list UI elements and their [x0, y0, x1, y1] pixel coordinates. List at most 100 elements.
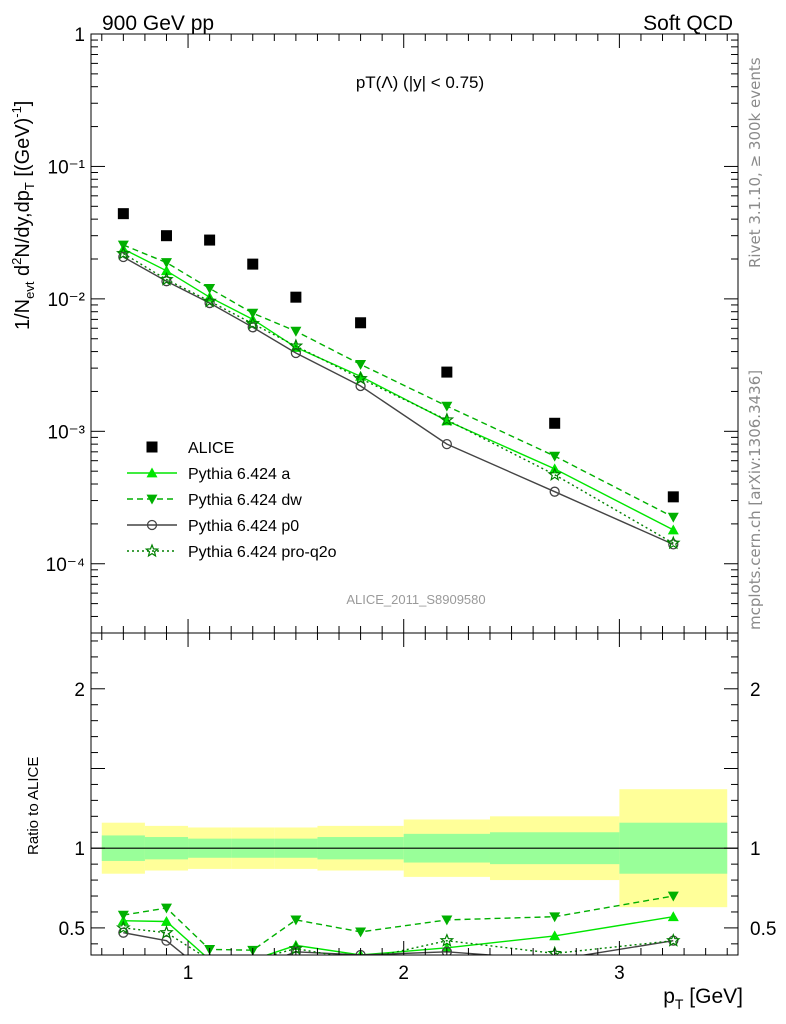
data-point: [290, 326, 302, 337]
series-pythia-6-424-a: [117, 243, 679, 535]
ratio-point: [547, 945, 562, 955]
ratio-point: [667, 911, 679, 922]
ratio-point: [117, 910, 129, 921]
series-line: [122, 248, 674, 531]
legend-marker: [146, 494, 158, 505]
legend-label: ALICE: [188, 440, 234, 457]
data-point: [355, 360, 367, 370]
ratio-point: [441, 946, 452, 955]
y-tick-label: 10⁻⁴: [46, 555, 85, 576]
ratio-point: [355, 927, 367, 938]
series-line: [122, 256, 674, 546]
data-point: [204, 297, 215, 309]
x-axis-label: pT [GeV]: [663, 985, 743, 1012]
series-alice: [117, 208, 679, 503]
main-data: [116, 208, 681, 550]
data-point: [116, 245, 131, 260]
ratio-point: [159, 925, 174, 939]
ratio-y-axis-label: Ratio to ALICE: [25, 757, 42, 855]
data-point: [247, 308, 259, 319]
legend-item: ALICE: [146, 440, 234, 457]
data-point: [160, 265, 172, 276]
ratio-point: [666, 933, 681, 947]
data-point: [204, 283, 216, 294]
data-point: [353, 370, 368, 385]
data-point: [668, 539, 679, 550]
data-point: [355, 370, 367, 381]
ratio-series-pythia-6-424-a: [117, 911, 679, 955]
series-line: [122, 252, 674, 544]
ratio-point: [667, 891, 679, 902]
legend-marker: [146, 441, 158, 453]
y-tick-label: 1: [74, 25, 85, 46]
series-pythia-6-424-dw: [117, 240, 679, 523]
legend-item: Pythia 6.424 pro-q2o: [127, 543, 337, 561]
legend-marker: [144, 543, 160, 558]
data-point: [441, 438, 453, 450]
x-tick-label: 2: [398, 963, 409, 984]
ratio-y-tick-label: 0.5: [59, 919, 85, 940]
ratio-point: [290, 915, 302, 926]
main-panel: 10⁻⁴ 10⁻³ 10⁻² 10⁻¹ 1 ALICE Pythia 6.424 a Pyth…: [46, 25, 739, 634]
data-point: [204, 234, 216, 246]
ratio-point: [549, 930, 561, 941]
side-label-rivet: Rivet 3.1.10, ≥ 300k events: [746, 57, 764, 268]
legend-label: Pythia 6.424 dw: [188, 492, 302, 509]
ratio-series-pythia-6-424-pro-q2o: [116, 920, 681, 955]
data-point: [439, 412, 455, 427]
ratio-point: [549, 912, 561, 923]
header-right: Soft QCD: [643, 12, 733, 35]
watermark: ALICE_2011_S8909580: [346, 592, 485, 607]
ratio-point: [552, 954, 557, 955]
ratio-point: [160, 916, 172, 926]
data-point: [667, 491, 679, 503]
ratio-panel: 0.5 0.5 1 1 2 2 1 2 3: [59, 632, 776, 984]
ratio-point: [116, 920, 131, 935]
legend: ALICE Pythia 6.424 a Pythia 6.424 dw Pythia…: [127, 440, 337, 561]
ratio-point: [439, 933, 455, 947]
data-point: [549, 417, 561, 429]
data-point: [160, 230, 172, 242]
legend-item: Pythia 6.424 a: [127, 466, 290, 483]
ratio-y-tick-label-right: 2: [750, 680, 761, 701]
header-left: 900 GeV pp: [102, 12, 214, 35]
data-point: [117, 208, 129, 220]
ratio-y-tick-label-right: 1: [750, 839, 761, 860]
data-point: [441, 401, 453, 412]
ratio-data: [116, 891, 681, 955]
data-point: [355, 317, 367, 329]
legend-item: Pythia 6.424 p0: [127, 518, 299, 535]
series-pythia-6-424-p0: [118, 251, 679, 550]
ratio-point: [161, 935, 172, 946]
data-point: [202, 293, 217, 308]
main-y-axis-label: 1/Nevt d2N/dy,dpT [(GeV)-1]: [9, 101, 37, 330]
ratio-point: [252, 954, 254, 955]
data-point: [441, 366, 453, 378]
y-tick-label: 10⁻²: [48, 290, 86, 311]
ratio-point: [441, 915, 453, 926]
data-point: [549, 451, 561, 462]
legend-marker: [146, 519, 158, 531]
y-tick-label: 10⁻³: [48, 422, 86, 443]
legend-label: Pythia 6.424 pro-q2o: [188, 544, 337, 561]
data-point: [245, 316, 261, 330]
legend-label: Pythia 6.424 p0: [188, 518, 299, 535]
y-tick-label: 10⁻¹: [48, 157, 86, 178]
x-tick-label: 1: [183, 963, 194, 984]
ratio-series-pythia-6-424-dw: [117, 891, 679, 955]
ratio-line: [123, 927, 674, 955]
data-point: [117, 240, 129, 251]
ratio-point: [290, 939, 302, 950]
data-point: [247, 258, 259, 270]
legend-marker: [146, 467, 158, 478]
data-point: [547, 467, 562, 481]
ratio-frame: [90, 632, 739, 956]
ratio-y-tick-label-right: 0.5: [750, 919, 776, 940]
data-point: [290, 291, 302, 303]
ratio-y-tick-label: 1: [74, 839, 85, 860]
data-point: [160, 258, 172, 269]
series-pythia-6-424-pro-q2o: [116, 245, 681, 550]
data-point: [666, 535, 681, 550]
ratio-point: [290, 946, 302, 955]
